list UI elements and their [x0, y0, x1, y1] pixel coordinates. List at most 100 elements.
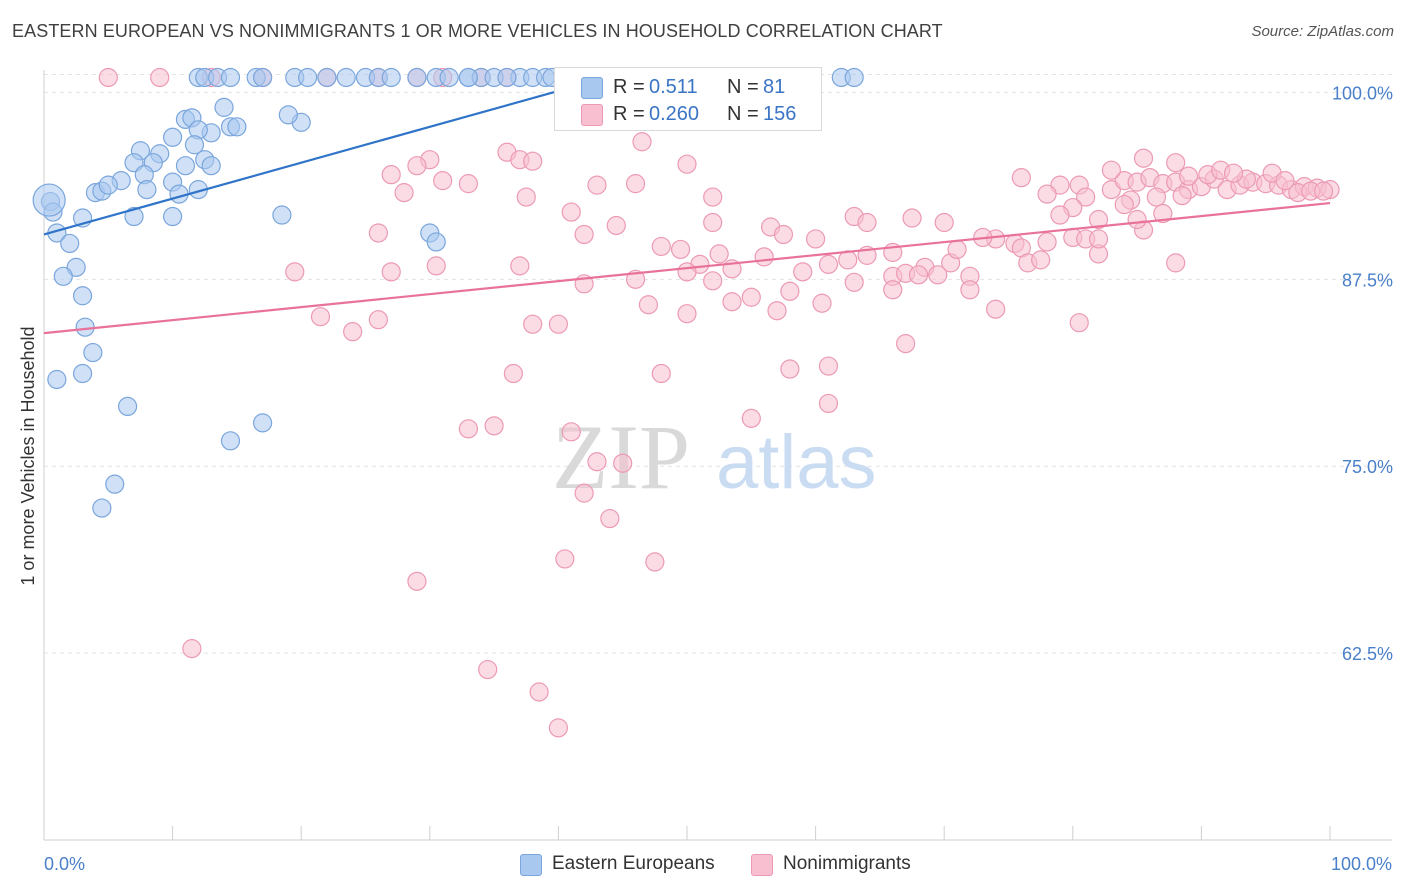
eastern-european-point [381, 67, 401, 88]
trend-lines [43, 89, 1331, 335]
nonimmigrant-point [613, 453, 633, 473]
nonimmigrant-point [1166, 253, 1186, 273]
nonimmigrant-point [805, 229, 826, 249]
nonimmigrant-point [1275, 171, 1295, 191]
eastern-european-point [214, 97, 234, 117]
eastern-european-point [220, 431, 241, 451]
x-tick-label: 0.0% [44, 854, 85, 874]
eastern-european-point [117, 396, 138, 417]
pink-swatch [751, 854, 773, 876]
eastern-european-point [298, 67, 318, 88]
nonimmigrant-point [606, 215, 626, 236]
eastern-european-point [105, 474, 125, 494]
nonimmigrant-point [793, 262, 813, 282]
nonimmigrant-point [433, 171, 453, 191]
nonimmigrant-point [670, 239, 691, 260]
nonimmigrant-point [458, 419, 478, 439]
nonimmigrant-point [645, 552, 665, 572]
nonimmigrant-point [908, 265, 929, 285]
nonimmigrant-point [928, 265, 948, 285]
eastern-european-point [175, 156, 196, 176]
eastern-european-point [317, 67, 337, 88]
nonimmigrant-point [709, 244, 729, 264]
nonimmigrant-point [902, 208, 922, 228]
nonimmigrant-point [1088, 229, 1109, 249]
series-legend: Eastern Europeans Nonimmigrants [0, 852, 1406, 878]
eastern-european-point [253, 413, 273, 433]
nonimmigrant-point [548, 718, 569, 738]
nonimmigrant-point [741, 408, 761, 428]
eastern-european-point [201, 156, 221, 176]
y-tick-label: 87.5% [1342, 270, 1393, 290]
nonimmigrant-point [478, 659, 498, 680]
nonimmigrant-point [1223, 163, 1244, 183]
nonimmigrant-point [574, 483, 594, 503]
eastern-europeans-trend-line [43, 89, 559, 236]
nonimmigrant-point [857, 212, 877, 233]
nonimmigrant-point [896, 334, 916, 354]
eastern-european-point [32, 183, 66, 217]
nonimmigrant-point [510, 256, 530, 276]
nonimmigrant-point [780, 359, 800, 379]
legend-label: Eastern Europeans [552, 853, 715, 874]
nonimmigrant-point [986, 299, 1006, 319]
nonimmigrant-point [651, 236, 671, 257]
nonimmigrant-point [458, 174, 478, 194]
nonimmigrant-point [394, 183, 414, 203]
legend-n-label: N = [727, 76, 759, 98]
nonimmigrant-point [677, 304, 697, 324]
nonimmigrant-point [1166, 153, 1186, 173]
nonimmigrant-point [150, 67, 170, 88]
nonimmigrant-point [812, 293, 832, 313]
legend-r-value: 0.260 [649, 103, 700, 125]
legend-n-value: 81 [763, 76, 786, 98]
eastern-european-point [272, 205, 292, 225]
nonimmigrant-point [381, 262, 401, 282]
eastern-european-point [184, 135, 205, 155]
legend-r-label: R = [613, 103, 645, 125]
nonimmigrant-point [844, 272, 864, 292]
nonimmigrant-point [600, 508, 620, 529]
nonimmigrant-point [1031, 250, 1051, 270]
legend-n-value: 156 [763, 103, 797, 125]
nonimmigrant-point [561, 422, 581, 442]
nonimmigrant-point [754, 247, 774, 267]
eastern-european-point [426, 232, 446, 252]
eastern-european-point [220, 67, 241, 88]
nonimmigrant-point [574, 224, 594, 245]
nonimmigrants-trend-line [43, 201, 1331, 335]
nonimmigrant-point [625, 174, 646, 194]
legend-row-eastern-europeans: R = 0.511 N = 81 [555, 74, 821, 100]
nonimmigrant-point [484, 416, 504, 436]
eastern-european-point [497, 67, 517, 88]
blue-swatch [520, 854, 542, 876]
nonimmigrant-point [1011, 168, 1031, 188]
nonimmigrant-point [1088, 209, 1109, 230]
nonimmigrant-point [651, 363, 671, 384]
tick-labels: 100.0% 87.5% 75.0% 62.5% 0.0% 100.0% [44, 83, 1393, 874]
legend-r-label: R = [613, 76, 645, 98]
pink-swatch [581, 104, 603, 126]
gridlines [44, 73, 1392, 654]
y-tick-label: 75.0% [1342, 457, 1393, 477]
nonimmigrant-point [1114, 194, 1134, 215]
nonimmigrant-point [182, 639, 202, 659]
nonimmigrant-point [368, 310, 388, 330]
nonimmigrant-point [426, 256, 446, 276]
eastern-european-point [53, 266, 73, 286]
eastern-european-point [253, 67, 273, 88]
nonimmigrant-point [516, 187, 536, 207]
nonimmigrant-point [1050, 205, 1070, 225]
nonimmigrant-point [1076, 187, 1096, 207]
legend-row-nonimmigrants: R = 0.260 N = 156 [555, 101, 821, 127]
chart-title: EASTERN EUROPEAN VS NONIMMIGRANTS 1 OR M… [12, 21, 943, 41]
nonimmigrant-point [1178, 166, 1199, 186]
correlation-legend: R = 0.511 N = 81 R = 0.260 N = 156 [554, 67, 822, 131]
nonimmigrant-point [555, 549, 575, 569]
nonimmigrant-point [1153, 203, 1173, 224]
nonimmigrant-point [677, 154, 697, 174]
eastern-european-point [278, 105, 298, 125]
eastern-european-point [227, 117, 247, 137]
nonimmigrant-point [310, 307, 331, 327]
